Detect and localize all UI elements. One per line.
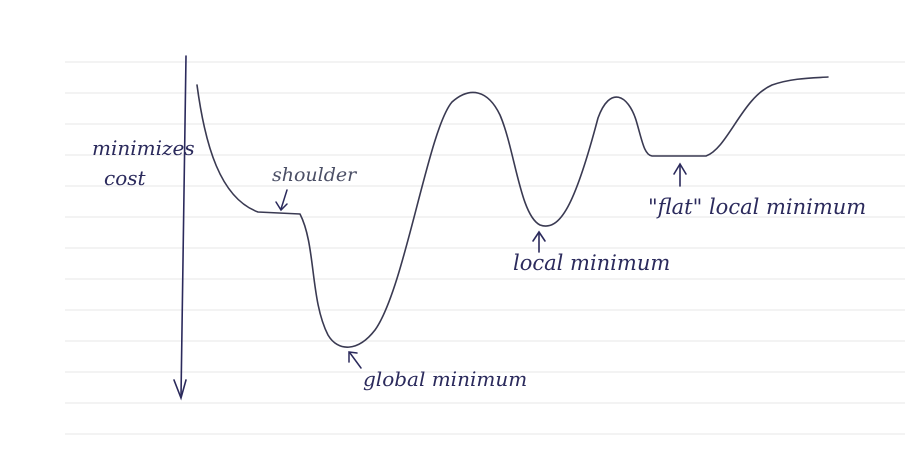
vertical-axis bbox=[173, 55, 187, 401]
axis-line bbox=[180, 55, 187, 398]
shoulder-arrow bbox=[275, 189, 288, 212]
axis-label-line2: cost bbox=[104, 166, 147, 190]
local-minimum-label: local minimum bbox=[513, 251, 670, 275]
arrow-shaft bbox=[349, 352, 362, 369]
shoulder-label: shoulder bbox=[272, 164, 358, 186]
axis-label-line1: minimizes bbox=[92, 136, 195, 160]
arrow-head bbox=[348, 351, 358, 363]
local-minimum-arrow bbox=[532, 230, 546, 253]
arrow-head bbox=[275, 201, 288, 212]
arrow-head bbox=[532, 230, 546, 242]
arrow-shaft bbox=[280, 189, 288, 210]
ruled-paper-lines bbox=[65, 61, 905, 435]
axis-arrowhead bbox=[173, 379, 187, 401]
arrow-head bbox=[673, 162, 687, 175]
cost-curve bbox=[196, 76, 829, 348]
global-minimum-arrow bbox=[348, 351, 362, 369]
flat-local-minimum-arrow bbox=[673, 162, 687, 187]
global-minimum-label: global minimum bbox=[363, 367, 527, 391]
flat-local-minimum-label: "flat" local minimum bbox=[648, 195, 866, 219]
